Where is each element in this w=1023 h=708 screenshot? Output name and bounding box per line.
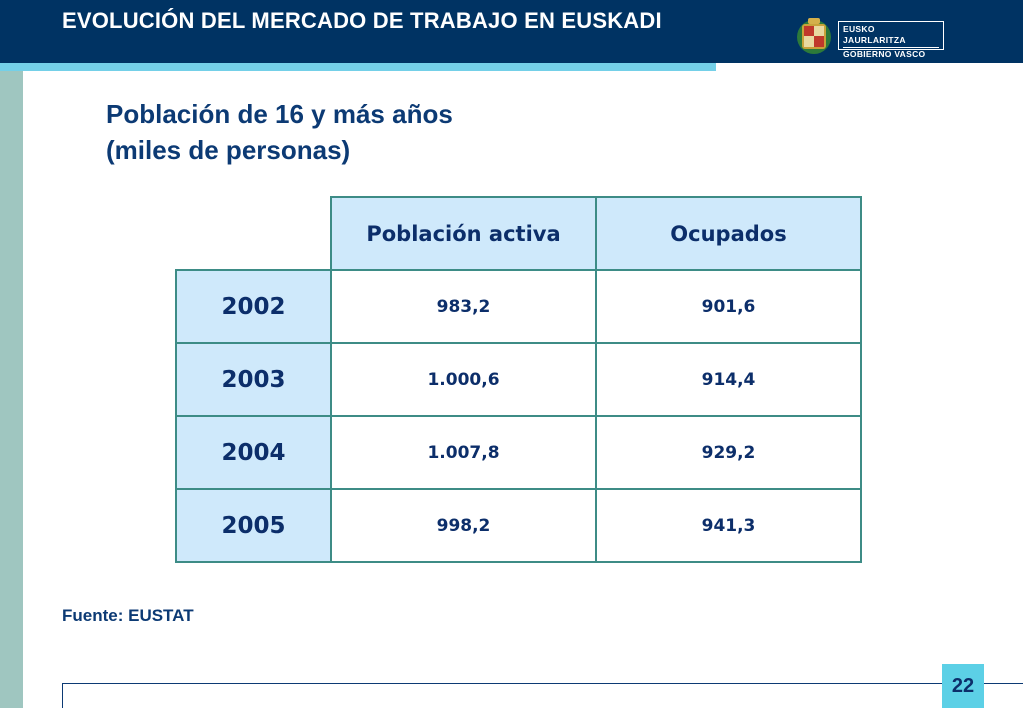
cell-activa: 998,2 <box>330 488 597 563</box>
cell-activa: 1.007,8 <box>330 415 597 490</box>
column-header-activa: Población activa <box>330 196 597 271</box>
row-header-year: 2003 <box>175 342 332 417</box>
data-table: Población activa Ocupados 2002 983,2 901… <box>175 196 862 563</box>
table-row: 2003 1.000,6 914,4 <box>175 342 862 417</box>
left-strip <box>0 71 23 708</box>
accent-line <box>0 63 716 71</box>
logo-line-1: EUSKO JAURLARITZA <box>843 24 906 45</box>
table-row: 2002 983,2 901,6 <box>175 269 862 344</box>
logo-line-2: GOBIERNO VASCO <box>843 49 926 59</box>
cell-ocupados: 901,6 <box>595 269 862 344</box>
cell-ocupados: 914,4 <box>595 342 862 417</box>
row-header-year: 2004 <box>175 415 332 490</box>
row-header-year: 2005 <box>175 488 332 563</box>
header-bar: EVOLUCIÓN DEL MERCADO DE TRABAJO EN EUSK… <box>0 0 1023 63</box>
table-corner <box>176 197 331 270</box>
table-header-row: Población activa Ocupados <box>176 196 862 271</box>
header-title: EVOLUCIÓN DEL MERCADO DE TRABAJO EN EUSK… <box>62 8 662 33</box>
cell-activa: 1.000,6 <box>330 342 597 417</box>
slide-title: Población de 16 y más años (miles de per… <box>106 96 453 168</box>
logo-divider <box>843 47 939 48</box>
slide-title-line-1: Población de 16 y más años <box>106 99 453 129</box>
cell-ocupados: 941,3 <box>595 488 862 563</box>
page-number: 22 <box>942 664 984 708</box>
footer-tick <box>62 683 63 708</box>
coat-of-arms-icon <box>797 18 831 54</box>
government-label: EUSKO JAURLARITZA GOBIERNO VASCO <box>838 21 944 59</box>
table-row: 2005 998,2 941,3 <box>175 488 862 563</box>
slide-title-line-2: (miles de personas) <box>106 135 351 165</box>
source-note: Fuente: EUSTAT <box>62 606 194 625</box>
row-header-year: 2002 <box>175 269 332 344</box>
cell-activa: 983,2 <box>330 269 597 344</box>
table-row: 2004 1.007,8 929,2 <box>175 415 862 490</box>
footer-divider <box>62 683 1023 684</box>
cell-ocupados: 929,2 <box>595 415 862 490</box>
column-header-ocupados: Ocupados <box>595 196 862 271</box>
government-logo: EUSKO JAURLARITZA GOBIERNO VASCO <box>790 12 950 59</box>
